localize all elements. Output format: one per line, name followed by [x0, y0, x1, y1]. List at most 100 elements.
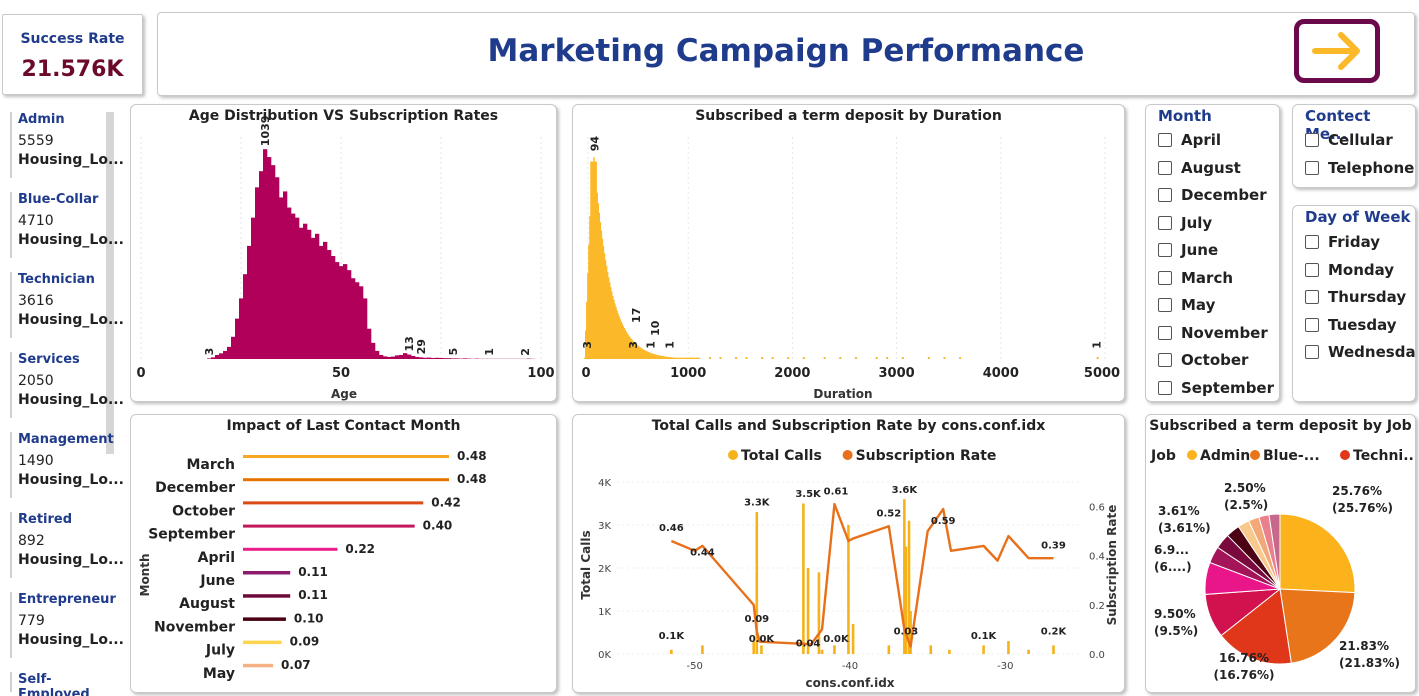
age-data-label: 29 — [415, 339, 428, 354]
duration-bar — [593, 157, 595, 359]
slicer-item-june[interactable]: June — [1158, 241, 1218, 259]
slicer-item-label: Thursday — [1328, 288, 1407, 306]
duration-bar — [587, 273, 589, 359]
duration-x-tick: 3000 — [879, 366, 915, 381]
checkbox[interactable] — [1158, 270, 1172, 285]
slicer-item-tuesday[interactable]: Tuesday — [1305, 316, 1397, 334]
age-bar — [299, 227, 304, 359]
age-bar — [335, 262, 340, 359]
duration-bar — [601, 238, 604, 359]
calls-bar — [904, 546, 908, 654]
checkbox[interactable] — [1158, 188, 1172, 202]
duration-data-label: 3 — [581, 341, 594, 349]
age-chart-card: Age Distribution VS Subscription Rates 3… — [130, 104, 557, 402]
month-bar — [243, 571, 291, 575]
job-name: Admin — [18, 112, 65, 127]
slicer-item-july[interactable]: July — [1158, 214, 1212, 232]
checkbox[interactable] — [1305, 262, 1319, 277]
slicer-item-november[interactable]: November — [1158, 324, 1268, 342]
duration-bar — [641, 348, 643, 359]
nav-next-button[interactable] — [1294, 19, 1380, 83]
slicer-item-label: Telephone — [1328, 159, 1415, 177]
duration-bar — [619, 318, 621, 359]
age-bar — [343, 264, 348, 359]
pie-legend-title: Job — [1150, 448, 1176, 464]
checkbox[interactable] — [1158, 215, 1172, 230]
pie-data-label: (2.5%) — [1224, 498, 1268, 512]
age-bar — [443, 358, 448, 359]
slicer-item-september[interactable]: September — [1158, 379, 1274, 397]
checkbox[interactable] — [1305, 317, 1319, 332]
month-slicer: Month April August December July June March Ma… — [1145, 104, 1280, 402]
slicer-item-label: October — [1181, 351, 1249, 369]
duration-bar — [617, 313, 619, 359]
month-value-label: 0.42 — [431, 495, 461, 509]
checkbox[interactable] — [1158, 160, 1172, 175]
slicer-item-march[interactable]: March — [1158, 269, 1233, 287]
duration-bar — [597, 203, 599, 359]
job-pie-chart: Job Admin Blue-... Techni... 25.76% (25.76%) 2… — [1150, 448, 1415, 682]
page-title: Marketing Campaign Performance — [487, 33, 1085, 69]
month-value-label: 0.40 — [423, 519, 453, 533]
duration-bar — [666, 356, 668, 359]
slicer-item-friday[interactable]: Friday — [1305, 233, 1380, 251]
checkbox[interactable] — [1305, 290, 1319, 304]
consconf-card: Total Calls and Subscription Rate by con… — [572, 414, 1125, 693]
duration-bar — [618, 316, 620, 359]
checkbox[interactable] — [1305, 161, 1319, 175]
duration-bar — [687, 357, 689, 359]
age-bar — [331, 256, 336, 359]
pie-slice — [1279, 513, 1356, 594]
slicer-item-december[interactable]: December — [1158, 186, 1267, 204]
job-name: Self-Employed — [18, 672, 90, 696]
subscription-rate-line — [670, 502, 1054, 648]
checkbox[interactable] — [1305, 345, 1319, 359]
duration-bar — [698, 357, 701, 359]
duration-bar — [692, 357, 694, 359]
month-value-label: 0.11 — [298, 565, 328, 579]
checkbox[interactable] — [1305, 235, 1319, 249]
duration-bar — [613, 299, 615, 359]
age-bar — [251, 217, 256, 359]
slicer-item-thursday[interactable]: Thursday — [1305, 288, 1406, 306]
checkbox[interactable] — [1158, 325, 1172, 340]
pie-data-label: (21.83%) — [1339, 656, 1400, 670]
age-bar — [267, 157, 272, 359]
calls-bar — [820, 649, 824, 654]
checkbox[interactable] — [1305, 133, 1319, 147]
age-bar — [383, 356, 388, 359]
duration-bar — [673, 357, 676, 359]
slicer-item-cellular[interactable]: Cellular — [1305, 131, 1393, 149]
checkbox[interactable] — [1158, 243, 1172, 257]
slicer-item-may[interactable]: May — [1158, 296, 1215, 314]
slicer-item-monday[interactable]: Monday — [1305, 261, 1394, 279]
duration-data-label: 1 — [1091, 341, 1104, 349]
duration-bar — [735, 357, 738, 359]
checkbox[interactable] — [1158, 133, 1172, 147]
consconf-data-label: 0.46 — [659, 523, 684, 534]
calls-bar — [670, 649, 673, 654]
slicer-item-april[interactable]: April — [1158, 131, 1221, 149]
age-bar — [447, 358, 452, 359]
consconf-data-label: 0.59 — [931, 516, 956, 527]
duration-bar — [588, 244, 590, 359]
job-list-scrollbar[interactable] — [106, 112, 114, 454]
calls-bar — [752, 641, 755, 654]
checkbox[interactable] — [1158, 298, 1172, 312]
legend-label: Subscription Rate — [856, 448, 997, 464]
slicer-item-telephone[interactable]: Telephone — [1305, 159, 1414, 177]
duration-chart-title: Subscribed a term deposit by Duration — [695, 108, 1002, 124]
pie-data-label: 16.76% — [1219, 651, 1269, 665]
slicer-item-august[interactable]: August — [1158, 159, 1241, 177]
slicer-item-wednesday[interactable]: Wednesday — [1305, 343, 1415, 361]
duration-bar — [615, 306, 617, 359]
checkbox[interactable] — [1158, 380, 1172, 395]
duration-bar — [595, 161, 597, 359]
checkbox[interactable] — [1158, 353, 1172, 367]
duration-bar — [682, 357, 685, 359]
pie-data-label: (25.76%) — [1332, 501, 1393, 515]
pie-data-label: 3.61% — [1158, 504, 1200, 518]
slicer-item-label: June — [1181, 241, 1219, 259]
slicer-item-october[interactable]: October — [1158, 351, 1248, 369]
duration-bar — [584, 357, 586, 359]
